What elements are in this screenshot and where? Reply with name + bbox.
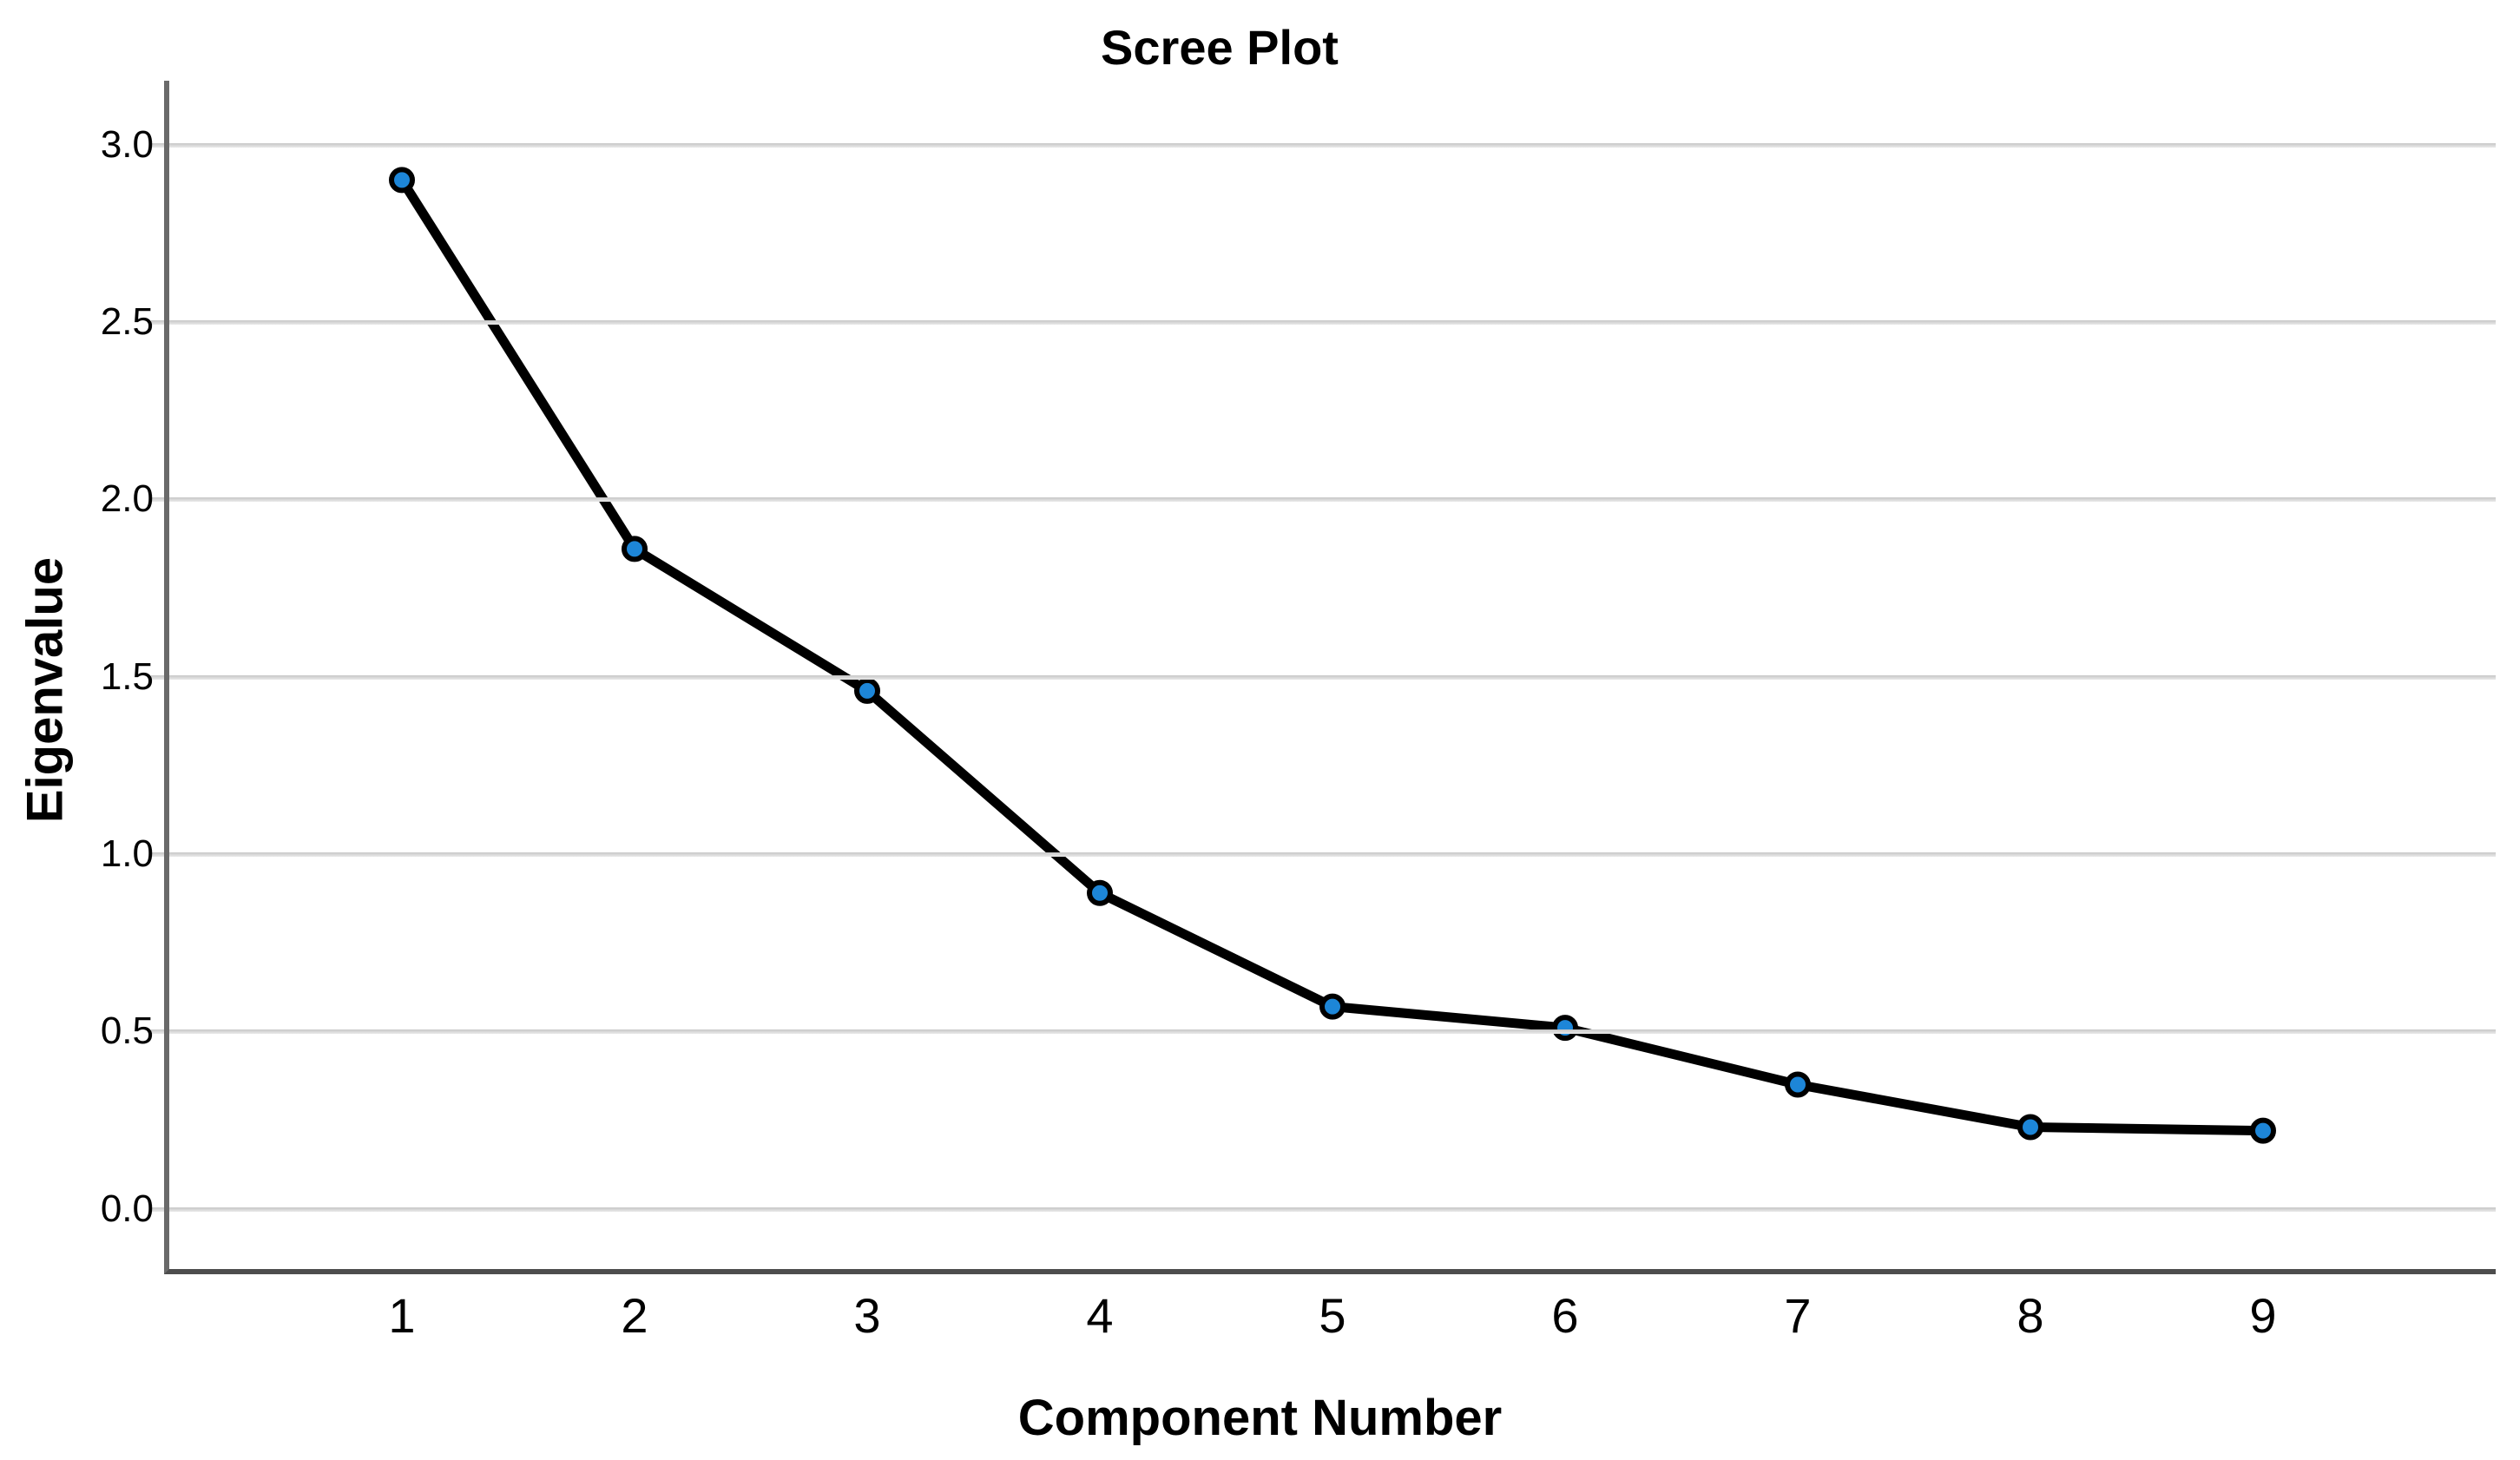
data-point-component-6: [1552, 1015, 1578, 1042]
gridline-y-2.5: [169, 319, 2496, 325]
y-tick-mark-1.5: [151, 674, 164, 680]
y-tick-label-3.0: 3.0: [100, 122, 154, 166]
y-tick-label-0.5: 0.5: [100, 1010, 154, 1053]
y-tick-label-1.5: 1.5: [100, 654, 154, 698]
y-tick-mark-2.0: [151, 497, 164, 503]
gridline-y-1.5: [169, 674, 2496, 680]
data-point-component-7: [1785, 1071, 1811, 1098]
data-point-component-2: [622, 536, 648, 562]
x-tick-label-8: 8: [2017, 1288, 2044, 1343]
x-axis-title: Component Number: [1017, 1390, 1503, 1446]
y-tick-label-2.0: 2.0: [100, 477, 154, 521]
gridline-y-2.0: [169, 497, 2496, 503]
x-tick-label-5: 5: [1319, 1288, 1346, 1343]
x-tick-label-2: 2: [621, 1288, 648, 1343]
y-tick-label-0.0: 0.0: [100, 1187, 154, 1230]
x-tick-label-6: 6: [1551, 1288, 1579, 1343]
y-tick-mark-3.0: [151, 142, 164, 148]
data-point-component-1: [389, 167, 415, 194]
y-tick-mark-0.5: [151, 1029, 164, 1035]
y-tick-mark-0.0: [151, 1207, 164, 1212]
x-tick-label-1: 1: [388, 1288, 416, 1343]
data-point-component-9: [2250, 1117, 2276, 1144]
data-point-component-3: [854, 677, 880, 704]
y-tick-mark-1.0: [151, 852, 164, 857]
y-tick-mark-2.5: [151, 319, 164, 325]
gridline-y-0.5: [169, 1029, 2496, 1035]
data-point-component-8: [2017, 1114, 2043, 1141]
y-tick-label-1.0: 1.0: [100, 832, 154, 875]
x-tick-label-3: 3: [853, 1288, 881, 1343]
gridline-y-0.0: [169, 1207, 2496, 1212]
data-point-component-5: [1319, 993, 1346, 1020]
eigenvalue-line-series: [389, 167, 2276, 1144]
x-tick-label-9: 9: [2249, 1288, 2277, 1343]
x-tick-label-4: 4: [1086, 1288, 1114, 1343]
plot-area: [151, 81, 2496, 1274]
data-point-component-4: [1087, 879, 1113, 906]
x-tick-label-7: 7: [1784, 1288, 1812, 1343]
gridline-y-1.0: [169, 852, 2496, 857]
gridline-y-3.0: [169, 142, 2496, 148]
chart-title: Scree Plot: [1101, 20, 1339, 75]
y-tick-label-2.5: 2.5: [100, 299, 154, 343]
